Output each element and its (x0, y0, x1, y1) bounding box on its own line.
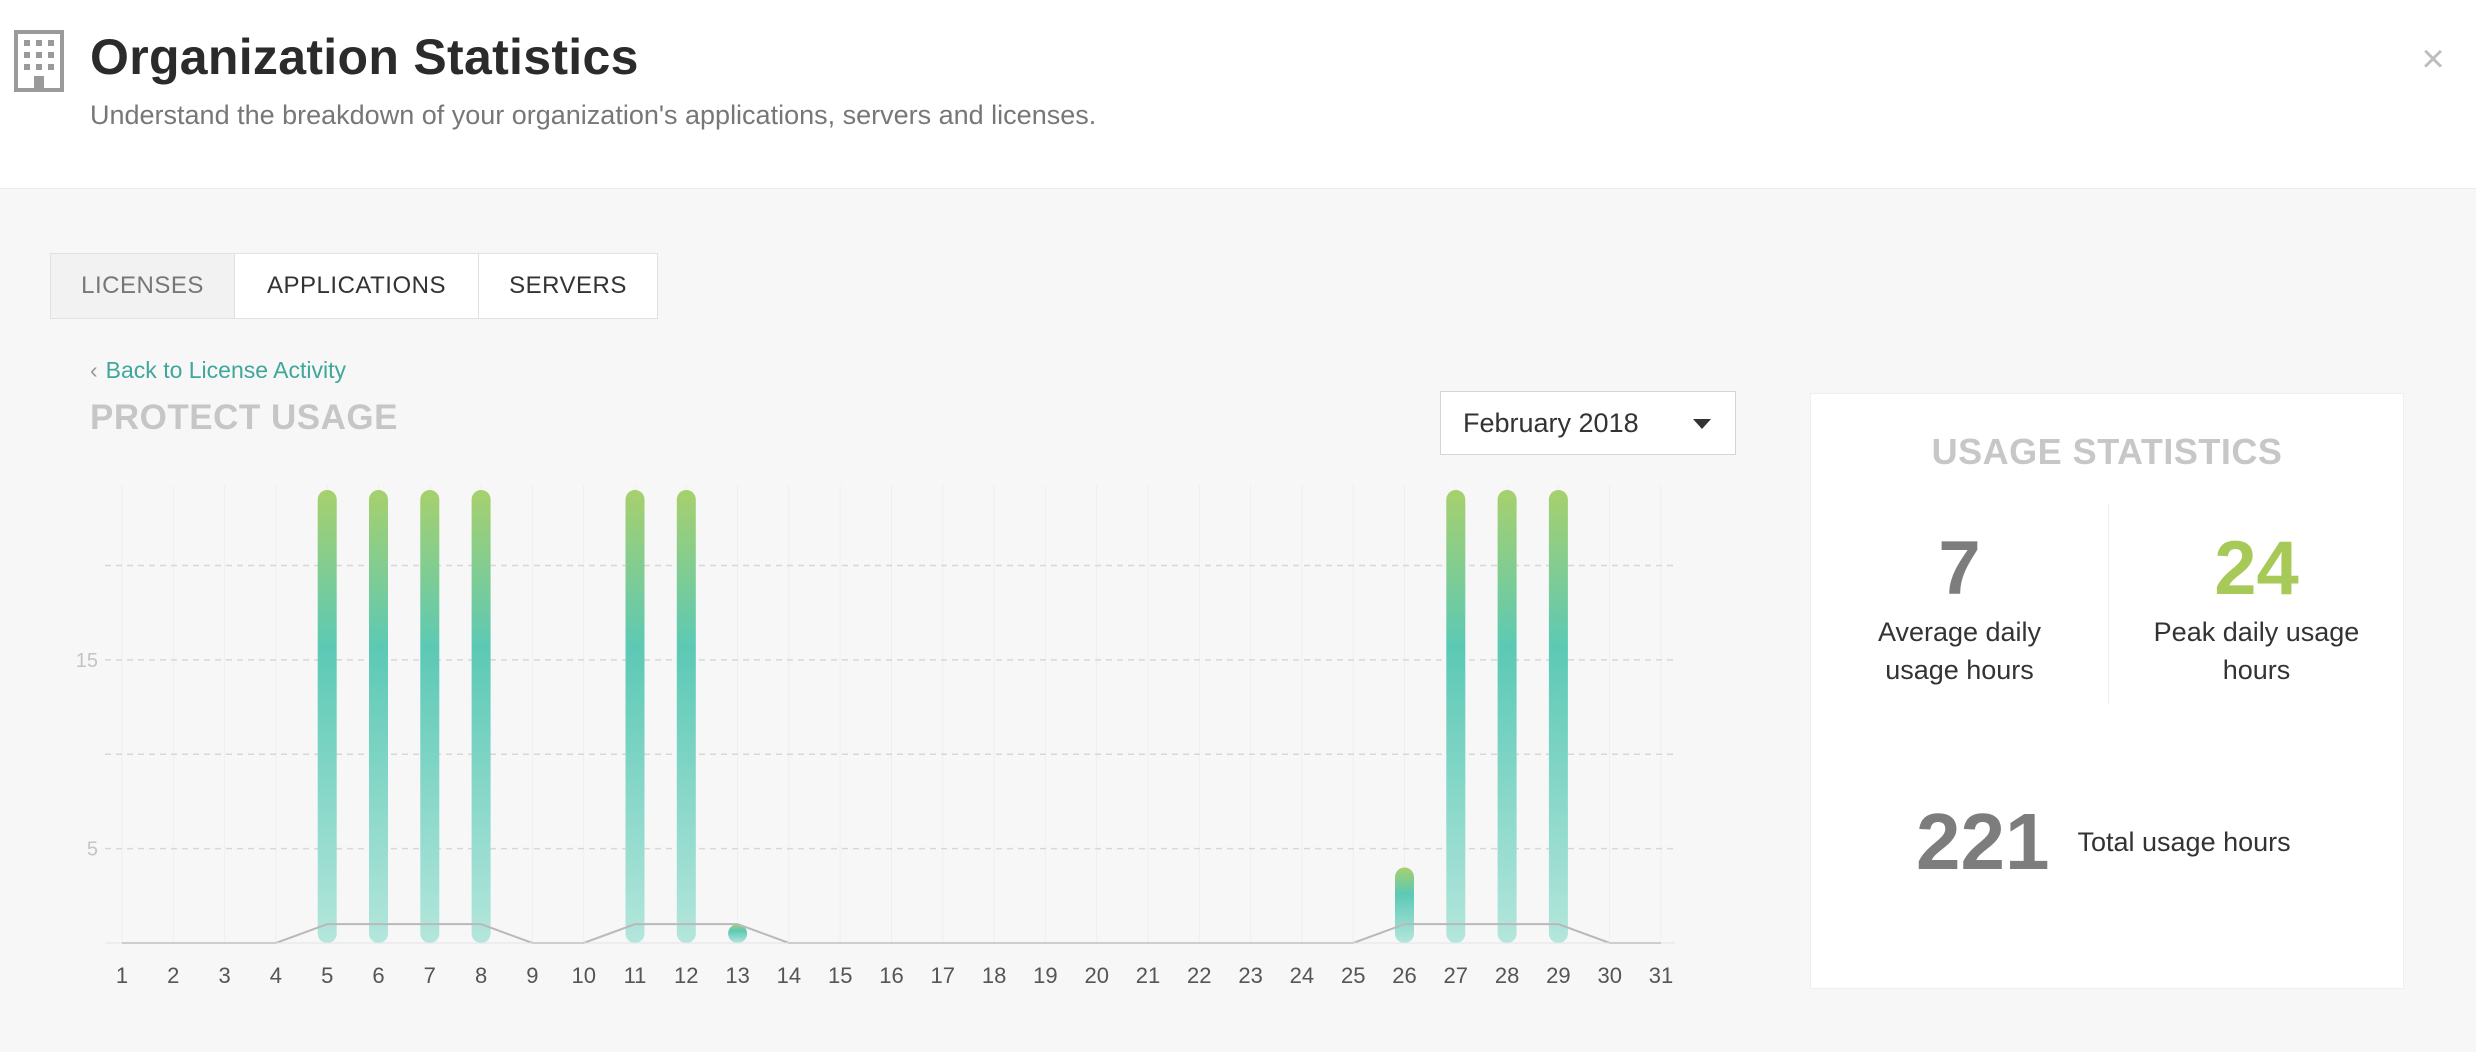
month-select-value: February 2018 (1463, 408, 1639, 438)
peak-daily-label: Peak daily usage hours (2108, 613, 2405, 689)
average-daily-label: Average daily usage hours (1811, 613, 2108, 689)
average-daily-label-line2: usage hours (1885, 655, 2034, 685)
usage-bar (317, 490, 337, 943)
x-tick-label: 10 (571, 963, 595, 988)
peak-daily-label-line1: Peak daily usage (2153, 617, 2360, 647)
x-tick-label: 4 (270, 963, 282, 988)
usage-bar (471, 490, 491, 943)
page-title: Organization Statistics (90, 29, 639, 85)
x-tick-label: 26 (1392, 963, 1416, 988)
x-tick-label: 15 (828, 963, 852, 988)
header: Organization Statistics Understand the b… (0, 0, 2476, 189)
x-tick-label: 14 (777, 963, 801, 988)
tab-licenses[interactable]: LICENSES (51, 254, 235, 318)
x-tick-label: 5 (321, 963, 333, 988)
x-tick-label: 18 (982, 963, 1006, 988)
tab-bar: LICENSES APPLICATIONS SERVERS (50, 253, 658, 319)
x-tick-label: 28 (1495, 963, 1519, 988)
total-usage-label: Total usage hours (2077, 827, 2291, 857)
x-tick-label: 6 (372, 963, 384, 988)
total-usage-value: 221 (1916, 797, 2050, 886)
x-tick-label: 1 (116, 963, 128, 988)
chart-title: PROTECT USAGE (90, 398, 398, 437)
peak-daily-label-line2: hours (2222, 655, 2291, 685)
x-tick-label: 2 (167, 963, 179, 988)
month-select[interactable]: February 2018 (1440, 391, 1736, 455)
x-tick-label: 17 (931, 963, 955, 988)
usage-bar (676, 490, 696, 943)
x-tick-label: 21 (1136, 963, 1160, 988)
back-link-label: Back to License Activity (105, 357, 347, 383)
x-tick-label: 24 (1290, 963, 1314, 988)
usage-bar (1446, 490, 1466, 943)
usage-bar (1548, 490, 1568, 943)
x-tick-label: 27 (1444, 963, 1468, 988)
x-tick-label: 12 (674, 963, 698, 988)
x-tick-label: 9 (526, 963, 538, 988)
x-tick-label: 3 (218, 963, 230, 988)
average-daily-value: 7 (1938, 526, 1981, 611)
usage-bar (1497, 490, 1517, 943)
tab-servers[interactable]: SERVERS (509, 272, 627, 299)
usage-bar (728, 924, 748, 943)
y-tick-label: 15 (76, 650, 98, 672)
x-tick-label: 13 (725, 963, 749, 988)
x-tick-label: 30 (1597, 963, 1621, 988)
close-icon[interactable]: × (2421, 37, 2445, 81)
average-daily-label-line1: Average daily (1877, 617, 2042, 647)
x-tick-label: 29 (1546, 963, 1570, 988)
x-tick-label: 23 (1238, 963, 1262, 988)
x-tick-label: 11 (624, 963, 647, 988)
y-tick-label: 5 (87, 839, 98, 861)
caret-down-icon (1693, 419, 1711, 429)
tab-applications[interactable]: APPLICATIONS (235, 254, 479, 318)
building-icon (14, 30, 64, 92)
usage-bar (420, 490, 440, 943)
back-to-license-activity-link[interactable]: ‹ Back to License Activity (90, 357, 346, 384)
total-usage-stat: 221 Total usage hours (1916, 802, 2291, 882)
x-tick-label: 19 (1033, 963, 1057, 988)
page-subtitle: Understand the breakdown of your organiz… (90, 100, 1097, 130)
chevron-left-icon: ‹ (90, 357, 98, 383)
usage-bar (1395, 867, 1414, 943)
peak-daily-stat: 24 Peak daily usage hours (2108, 529, 2405, 689)
x-tick-label: 8 (475, 963, 487, 988)
x-tick-label: 7 (424, 963, 436, 988)
x-tick-label: 31 (1649, 963, 1673, 988)
stats-divider (2108, 504, 2109, 704)
x-tick-label: 22 (1187, 963, 1211, 988)
x-tick-label: 25 (1341, 963, 1365, 988)
average-daily-stat: 7 Average daily usage hours (1811, 529, 2108, 689)
peak-daily-value: 24 (2214, 526, 2299, 611)
usage-bar (369, 490, 388, 943)
stats-title: USAGE STATISTICS (1931, 431, 2283, 472)
x-tick-label: 20 (1084, 963, 1108, 988)
usage-statistics-card: USAGE STATISTICS 7 Average daily usage h… (1810, 393, 2404, 989)
usage-bar (625, 490, 645, 943)
x-tick-label: 16 (879, 963, 903, 988)
